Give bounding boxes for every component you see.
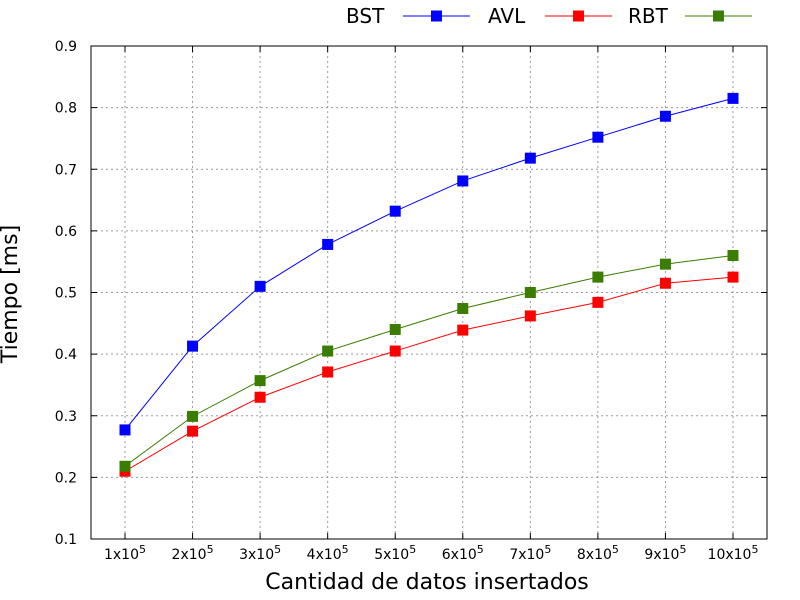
- legend-marker: [713, 10, 724, 22]
- series-group: [119, 92, 739, 477]
- series-rbt: [119, 250, 739, 472]
- x-tick-label-base: 7x10: [509, 547, 544, 563]
- y-axis-ticks: 0.1 0.2 0.3 0.4 0.5 0.6 0.7 0.8 0.9: [55, 39, 767, 548]
- x-tick-label-base: 1x10: [104, 547, 139, 563]
- y-tick-label: 0.3: [55, 409, 77, 425]
- x-tick-label-exponent: 5: [679, 543, 686, 556]
- data-point-rbt: [119, 460, 131, 472]
- series-line-avl: [124, 276, 734, 472]
- legend-label: BST: [346, 4, 385, 28]
- data-point-avl: [727, 271, 739, 283]
- x-tick-label: 5x105: [374, 543, 416, 563]
- x-tick-label-exponent: 5: [409, 543, 416, 556]
- x-tick-label-exponent: 5: [477, 543, 484, 556]
- data-point-bst: [727, 92, 739, 104]
- data-point-avl: [187, 425, 199, 437]
- data-point-avl: [389, 345, 401, 357]
- x-tick-label-exponent: 5: [207, 543, 214, 556]
- series-line-bst: [124, 97, 734, 431]
- legend-item-bst: BST: [346, 4, 470, 28]
- data-point-bst: [524, 152, 536, 164]
- y-tick-label: 0.9: [55, 39, 77, 55]
- x-tick-label: 4x105: [307, 543, 349, 563]
- x-tick-label-base: 9x10: [644, 547, 679, 563]
- data-point-avl: [457, 324, 469, 336]
- y-tick-label: 0.4: [55, 347, 77, 363]
- x-tick-label: 1x105: [104, 543, 146, 563]
- x-tick-label-base: 8x10: [577, 547, 612, 563]
- x-tick-label-base: 3x10: [239, 547, 274, 563]
- x-tick-label-base: 2x10: [172, 547, 207, 563]
- data-point-avl: [254, 391, 266, 403]
- data-point-avl: [524, 310, 536, 322]
- data-point-avl: [659, 277, 671, 289]
- y-tick-label: 0.8: [55, 101, 77, 117]
- series-bst: [119, 92, 739, 436]
- data-point-rbt: [592, 271, 604, 283]
- data-point-bst: [659, 110, 671, 122]
- y-axis-title: Tiempo [ms]: [0, 225, 23, 364]
- legend: BST AVL RBT: [346, 4, 752, 28]
- data-point-rbt: [457, 303, 469, 315]
- y-tick-label: 0.5: [55, 286, 77, 302]
- data-point-rbt: [254, 375, 266, 387]
- data-point-rbt: [187, 410, 199, 422]
- data-point-bst: [119, 424, 131, 436]
- legend-item-avl: AVL: [488, 4, 612, 28]
- data-point-rbt: [659, 258, 671, 270]
- x-tick-label: 2x105: [172, 543, 214, 563]
- x-axis-title: Cantidad de datos insertados: [265, 570, 589, 595]
- y-tick-label: 0.6: [55, 224, 77, 240]
- data-point-rbt: [727, 250, 739, 262]
- x-tick-label-base: 4x10: [307, 547, 342, 563]
- legend-label: AVL: [488, 4, 526, 28]
- x-tick-label: 8x105: [577, 543, 619, 563]
- data-point-avl: [322, 366, 334, 378]
- legend-label: RBT: [628, 4, 669, 28]
- data-point-bst: [592, 131, 604, 143]
- x-tick-label: 9x105: [644, 543, 686, 563]
- x-tick-label: 10x105: [708, 543, 759, 563]
- legend-marker: [431, 10, 442, 22]
- x-tick-label-exponent: 5: [751, 543, 758, 556]
- data-point-bst: [187, 340, 199, 352]
- y-tick-label: 0.2: [55, 470, 77, 486]
- x-tick-label-exponent: 5: [274, 543, 281, 556]
- x-tick-label-base: 10x10: [708, 547, 752, 563]
- x-tick-label-exponent: 5: [342, 543, 349, 556]
- x-tick-label-base: 5x10: [374, 547, 409, 563]
- x-tick-label-exponent: 5: [612, 543, 619, 556]
- series-avl: [119, 271, 739, 477]
- x-tick-label: 3x105: [239, 543, 281, 563]
- y-tick-label: 0.7: [55, 162, 77, 178]
- data-point-bst: [457, 175, 469, 187]
- y-tick-label: 0.1: [55, 532, 77, 548]
- legend-item-rbt: RBT: [628, 4, 752, 28]
- data-point-bst: [389, 205, 401, 217]
- x-tick-label-exponent: 5: [544, 543, 551, 556]
- x-tick-label: 6x105: [442, 543, 484, 563]
- x-tick-label-base: 6x10: [442, 547, 477, 563]
- data-point-rbt: [322, 345, 334, 357]
- series-line-rbt: [124, 255, 734, 467]
- data-point-rbt: [524, 287, 536, 298]
- data-point-avl: [592, 296, 604, 308]
- x-tick-label: 7x105: [509, 543, 551, 563]
- legend-marker: [573, 10, 584, 22]
- data-point-bst: [254, 280, 266, 292]
- data-point-rbt: [389, 323, 401, 335]
- x-tick-label-exponent: 5: [139, 543, 146, 556]
- x-axis-ticks: 1x105 2x105 3x105 4x105 5x105 6x105 7x105 8x105…: [104, 46, 758, 563]
- data-point-bst: [322, 238, 334, 250]
